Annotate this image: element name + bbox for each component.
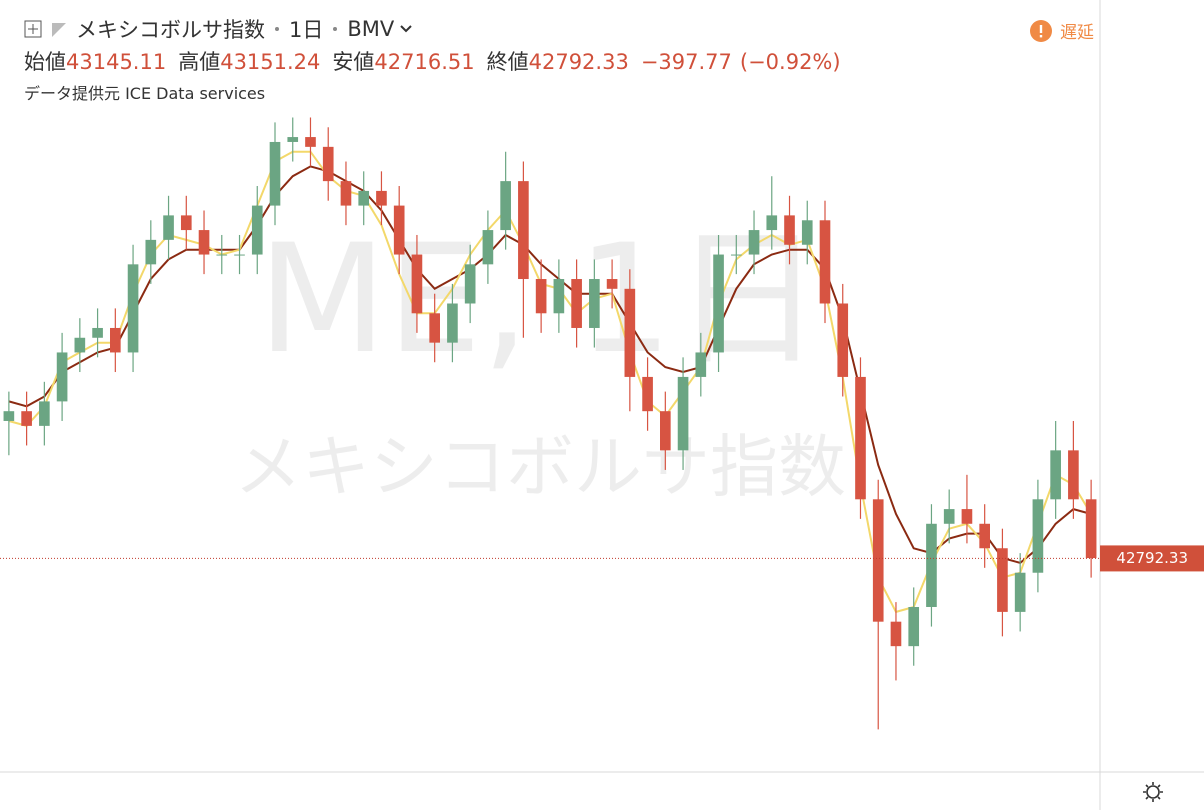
candle-body [872,499,884,622]
change-percent: (−0.92%) [739,50,841,74]
candle-body [784,215,795,245]
interval[interactable]: 1日 [289,18,324,42]
candle-body [926,523,937,607]
candle-body [819,220,831,304]
candle-body [322,146,334,182]
candle-body [730,254,742,256]
chevron[interactable] [400,24,412,34]
candle-body [1032,499,1044,573]
candle-body [21,411,32,426]
candle-body [340,181,352,206]
quote-value: 43145.11 [66,50,167,74]
candle-body [908,606,920,647]
candle-body [110,327,121,353]
candle-body [1085,499,1097,559]
settings-icon[interactable] [1143,782,1163,802]
candle-body [1014,572,1026,612]
separator [333,27,338,31]
candle-body [482,230,494,265]
candle-body [447,303,458,343]
candle-body [393,205,405,255]
candle-body [518,181,529,280]
candle-body [198,230,210,255]
moving-average [8,165,1092,565]
candle-body [74,337,86,353]
candle-body [287,137,299,142]
candle-body [269,141,281,206]
candle-body [943,509,955,524]
candle-body [713,254,724,353]
candle-body [305,137,316,147]
candle-body [695,352,707,377]
last-price-box [1100,545,1204,572]
candle-body [251,205,263,255]
candle-body [606,279,618,289]
candle-body [748,230,760,255]
flag-icon[interactable] [48,20,70,38]
candle-body [801,220,813,245]
candle-body [127,264,139,353]
candle-body [234,254,245,256]
candle-body [855,376,866,500]
candle-body [500,181,511,231]
candle-body [92,327,103,338]
candles [3,117,1097,730]
candle-body [589,279,600,328]
separator [275,27,279,31]
candle-body [642,376,653,412]
candle-body [553,279,565,314]
candle-body [571,279,582,328]
quote-value: 42792.33 [528,50,629,74]
change: −397.77 [640,50,732,74]
delay-label: 遅延 [1060,23,1094,43]
candle-body [1050,450,1061,500]
candle-body [464,264,476,304]
candle-body [961,509,973,524]
quote-label: 終値 [486,50,529,74]
symbol-title[interactable]: メキシコボルサ指数 [76,18,265,42]
delay-badge[interactable]: 遅延 [1030,18,1094,43]
candle-body [766,215,778,231]
exchange[interactable]: BMV [347,17,395,41]
candle-body [997,548,1008,612]
candle-body [1068,450,1079,500]
candle-body [145,239,157,265]
quote-label: 高値 [178,50,221,74]
quote-label: 安値 [332,50,375,74]
candle-body [411,254,423,314]
last-price-label: 42792.33 [1116,549,1188,567]
data-source: データ提供元 ICE Data services [24,84,266,103]
candle-body [39,401,50,426]
candle-body [890,621,902,647]
candle-body [979,523,990,549]
quote-value: 43151.24 [220,50,321,74]
symbol-header: メキシコボルサ指数 1日 BMV [24,14,412,44]
candle-body [3,411,15,421]
candle-body [180,215,192,231]
quote-row: 始値43145.11 高値43151.24 安値42716.51 終値42792.33… [24,46,853,76]
candle-body [163,215,174,240]
candle-body [624,288,636,377]
candle-body [376,190,387,206]
candle-body [56,352,68,402]
candle-body [216,254,228,256]
add-icon[interactable] [24,20,42,38]
candle-body [535,279,547,314]
candle-body [660,411,671,451]
quote-value: 42716.51 [374,50,475,74]
candle-body [677,376,689,451]
delay-icon [1030,19,1052,42]
quote-label: 始値 [24,50,66,74]
watermark: メキシコボルサ指数 [234,429,846,508]
candle-body [429,313,440,343]
candle-body [837,303,849,377]
candle-body [358,190,370,206]
